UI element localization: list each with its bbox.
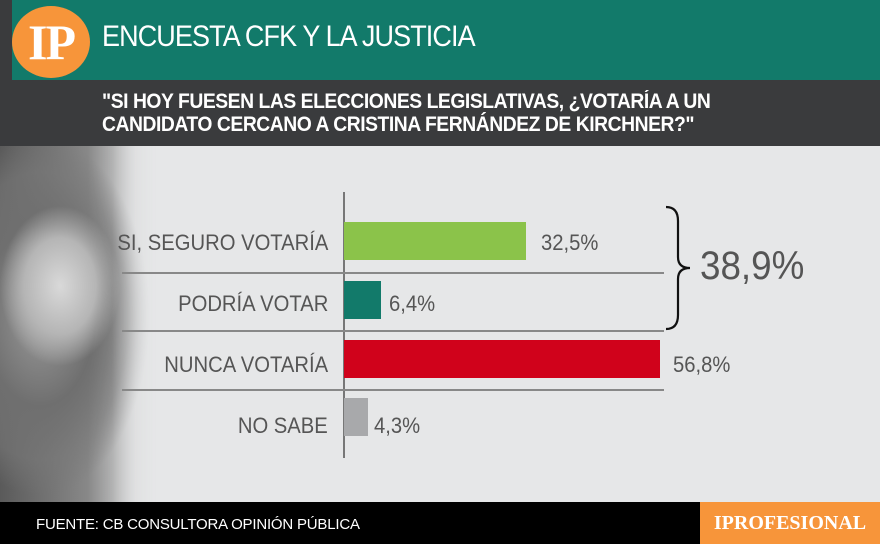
logo-text: IP bbox=[28, 14, 76, 70]
bracket-total: 38,9% bbox=[700, 244, 805, 288]
survey-question: "SI HOY FUESEN LAS ELECCIONES LEGISLATIV… bbox=[102, 90, 711, 136]
value-label: 56,8% bbox=[673, 352, 731, 377]
curly-brace-icon bbox=[665, 205, 691, 331]
brand-text: IPROFESIONAL bbox=[713, 511, 867, 534]
category-label: NUNCA VOTARÍA bbox=[164, 352, 328, 377]
bar-nunca-votaria bbox=[344, 340, 660, 378]
value-label: 32,5% bbox=[541, 230, 599, 255]
brand-logo: IPROFESIONAL bbox=[700, 502, 880, 544]
ip-logo: IP bbox=[12, 6, 90, 78]
bar-no-sabe bbox=[344, 398, 368, 436]
category-label: PODRÍA VOTAR bbox=[177, 291, 328, 316]
chart-axis bbox=[343, 192, 345, 458]
question-band: "SI HOY FUESEN LAS ELECCIONES LEGISLATIV… bbox=[0, 80, 880, 146]
category-label: SI, SEGURO VOTARÍA bbox=[116, 230, 328, 255]
source-text: FUENTE: CB CONSULTORA OPINIÓN PÚBLICA bbox=[36, 516, 360, 533]
portrait-photo bbox=[0, 146, 160, 502]
header-teal-band bbox=[12, 0, 880, 80]
value-label: 6,4% bbox=[389, 291, 436, 316]
row-divider bbox=[122, 330, 664, 332]
bar-si-seguro-votaria bbox=[344, 222, 526, 260]
category-label: NO SABE bbox=[238, 413, 328, 438]
header-bar: IP ENCUESTA CFK Y LA JUSTICIA bbox=[0, 0, 880, 80]
row-divider bbox=[122, 272, 664, 274]
value-label: 4,3% bbox=[374, 413, 421, 438]
page-title: ENCUESTA CFK Y LA JUSTICIA bbox=[102, 20, 476, 53]
bar-podria-votar bbox=[344, 281, 381, 319]
row-divider bbox=[122, 389, 664, 391]
